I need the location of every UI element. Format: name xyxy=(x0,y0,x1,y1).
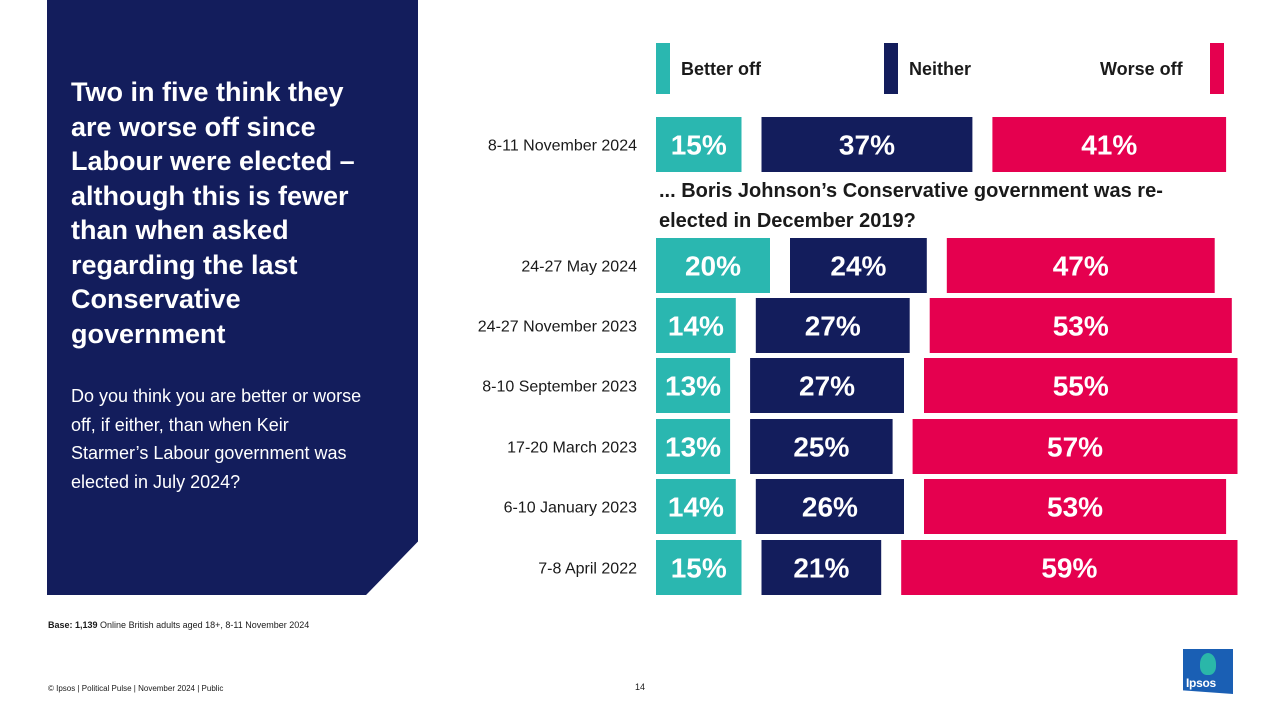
slide-title: Two in five think they are worse off sin… xyxy=(71,77,355,349)
bar-better xyxy=(656,479,736,534)
data-label-worse: 41% xyxy=(1081,130,1137,161)
data-label-worse: 59% xyxy=(1041,553,1097,584)
bar-neither xyxy=(761,540,882,595)
bar-worse xyxy=(901,540,1238,595)
bar-neither xyxy=(755,479,904,534)
data-label-better: 14% xyxy=(668,492,724,523)
bar-better xyxy=(656,419,731,474)
ipsos-logo: Ipsos xyxy=(1183,649,1233,694)
data-label-worse: 47% xyxy=(1053,251,1109,282)
legend-swatch-better xyxy=(656,43,670,94)
legend-label-worse: Worse off xyxy=(1100,59,1183,79)
bar-worse xyxy=(912,419,1238,474)
bar-better xyxy=(656,117,742,172)
base-note: Base: 1,139 Online British adults aged 1… xyxy=(48,620,309,630)
bar-neither xyxy=(750,419,893,474)
legend-swatch-worse xyxy=(1210,43,1224,94)
base-text: Online British adults aged 18+, 8-11 Nov… xyxy=(97,620,310,630)
category-label: 7-8 April 2022 xyxy=(538,561,637,578)
data-label-better: 15% xyxy=(671,553,727,584)
category-label: 24-27 November 2023 xyxy=(478,319,637,336)
data-label-neither: 37% xyxy=(839,130,895,161)
data-label-neither: 21% xyxy=(793,553,849,584)
data-label-worse: 53% xyxy=(1053,311,1109,342)
data-label-neither: 25% xyxy=(793,432,849,463)
survey-question: Do you think you are better or worse off… xyxy=(71,386,362,492)
footer-text: © Ipsos | Political Pulse | November 202… xyxy=(48,684,224,693)
bar-better xyxy=(656,358,731,413)
legend-swatch-neither xyxy=(884,43,898,94)
bar-worse xyxy=(929,298,1232,353)
bar-better xyxy=(656,540,742,595)
data-label-worse: 55% xyxy=(1053,371,1109,402)
bar-worse xyxy=(992,117,1227,172)
bar-worse xyxy=(924,358,1238,413)
bar-better xyxy=(656,238,770,293)
category-label: 8-11 November 2024 xyxy=(488,138,637,155)
legend-label-neither: Neither xyxy=(909,59,972,79)
bar-worse xyxy=(946,238,1215,293)
legend-worse-off: Worse off xyxy=(1100,43,1224,94)
data-label-neither: 27% xyxy=(805,311,861,342)
category-label: 17-20 March 2023 xyxy=(507,440,637,457)
data-label-worse: 53% xyxy=(1047,492,1103,523)
data-label-neither: 24% xyxy=(830,251,886,282)
data-label-neither: 26% xyxy=(802,492,858,523)
bar-neither xyxy=(790,238,927,293)
category-label: 8-10 September 2023 xyxy=(482,379,637,396)
data-label-better: 15% xyxy=(671,130,727,161)
logo-text: Ipsos xyxy=(1186,676,1216,690)
category-label: 24-27 May 2024 xyxy=(521,259,637,276)
data-label-better: 13% xyxy=(665,432,721,463)
bar-neither xyxy=(761,117,973,172)
bar-neither xyxy=(750,358,904,413)
bar-neither xyxy=(755,298,910,353)
data-label-better: 14% xyxy=(668,311,724,342)
data-label-worse: 57% xyxy=(1047,432,1103,463)
data-label-neither: 27% xyxy=(799,371,855,402)
data-label-better: 13% xyxy=(665,371,721,402)
base-label: Base: 1,139 xyxy=(48,620,98,630)
page-number: 14 xyxy=(635,682,646,692)
summary-panel: Two in five think they are worse off sin… xyxy=(47,0,418,595)
comparison-subtitle: ... Boris Johnson’s Conservative governm… xyxy=(659,180,1163,232)
data-label-better: 20% xyxy=(685,251,741,282)
bar-worse xyxy=(924,479,1227,534)
bar-better xyxy=(656,298,736,353)
legend-label-better: Better off xyxy=(681,59,761,79)
logo-mark-icon xyxy=(1200,653,1216,675)
category-label: 6-10 January 2023 xyxy=(504,500,638,517)
